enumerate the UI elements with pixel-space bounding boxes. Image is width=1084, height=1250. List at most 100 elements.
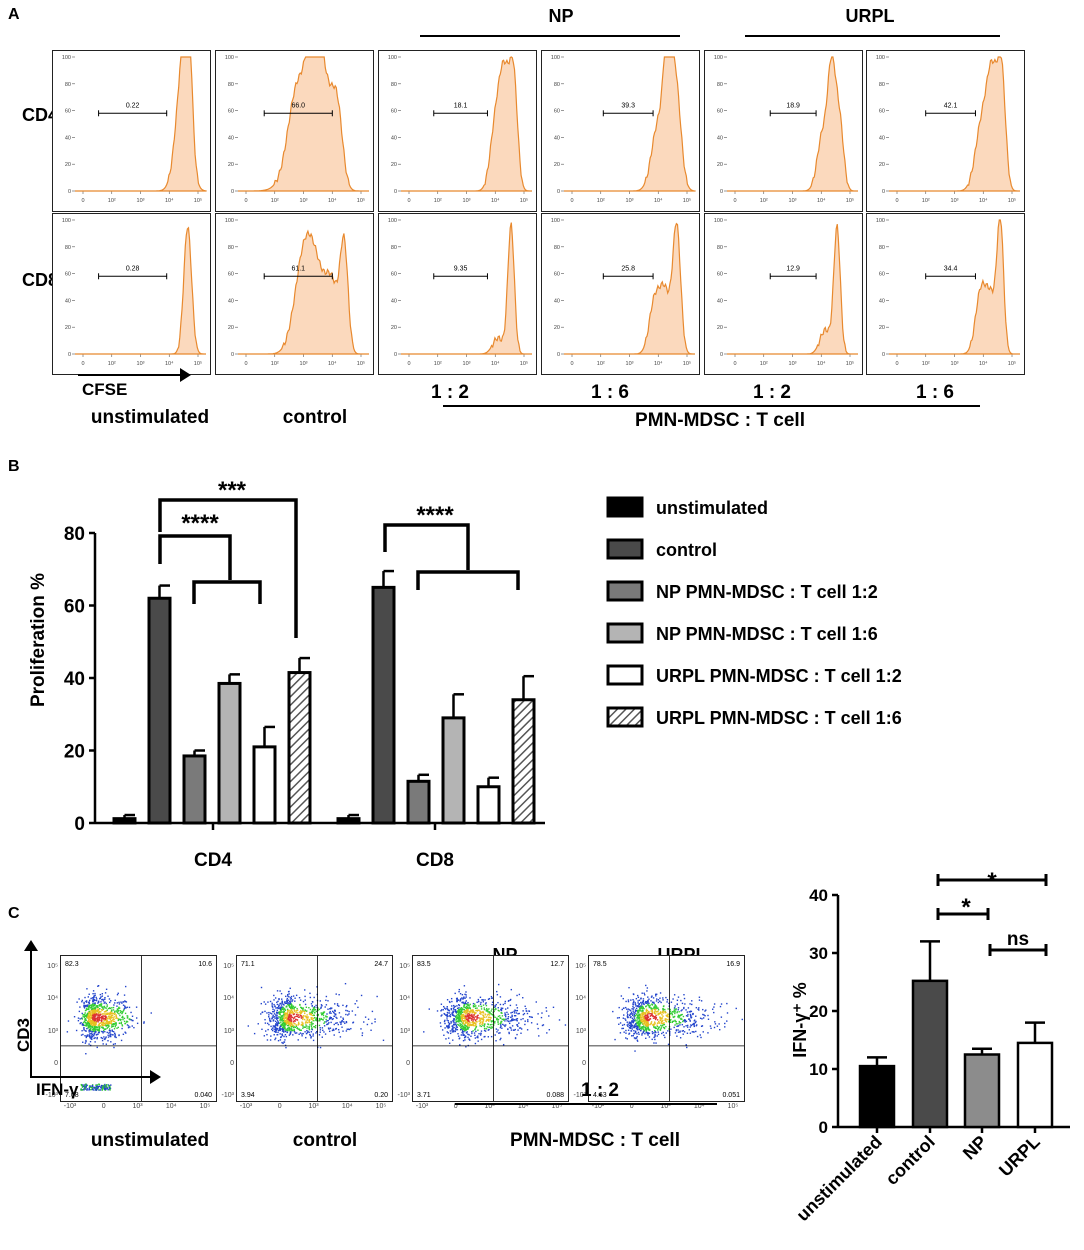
- quadrant-lr: 0.20: [374, 1092, 388, 1099]
- hist-x-tick: 10⁴: [165, 360, 174, 367]
- hist-y-tick: 40: [65, 298, 71, 304]
- hist-y-tick: 0: [882, 189, 885, 195]
- c-ratio-caption: PMN-MDSC : T cell: [510, 1130, 680, 1151]
- histogram-curve: [564, 222, 695, 355]
- histogram-cd8-5: 0 20 40 60 80 100 0 10² 10³ 10⁴ 10⁵ 12.9: [704, 213, 863, 375]
- scatter-x-tick: 10⁵: [375, 1103, 387, 1110]
- gate-value: 66.0: [291, 102, 305, 109]
- hist-y-tick: 100: [714, 218, 723, 224]
- hist-x-tick: 10⁵: [683, 197, 691, 204]
- bar-cd8-1: [336, 817, 361, 825]
- quadrant-ur: 10.6: [198, 961, 212, 968]
- hist-y-tick: 60: [717, 272, 723, 278]
- ratio-np-1-2: 1 : 2: [430, 382, 470, 403]
- c-ratio-line: [455, 1103, 717, 1105]
- hist-y-tick: 60: [65, 109, 71, 115]
- hist-x-tick: 10³: [626, 361, 634, 367]
- cfse-axis-label: CFSE: [82, 380, 128, 399]
- scatter-x-tick: 10⁴: [165, 1103, 177, 1110]
- quadrant-ll: 4.63: [593, 1092, 607, 1099]
- hist-x-tick: 0: [407, 361, 410, 367]
- hist-x-tick: 10²: [597, 198, 605, 204]
- hist-x-tick: 10⁴: [817, 360, 826, 367]
- category-label-cd4: CD4: [194, 850, 232, 871]
- bar-cd8-2: [371, 585, 396, 825]
- quadrant-lr: 0.040: [194, 1092, 212, 1099]
- scatter-x-tick: 10⁴: [517, 1103, 529, 1110]
- c-y-tick-label: 10: [809, 1060, 828, 1079]
- hist-y-tick: 20: [879, 162, 885, 168]
- c-y-tick-label: 40: [809, 886, 828, 905]
- hist-y-tick: 0: [557, 189, 560, 195]
- histogram-curve: [238, 229, 369, 355]
- bracket-cd4-urpl: [158, 498, 298, 638]
- hist-x-tick: 0: [733, 361, 736, 367]
- hist-x-tick: 10³: [137, 198, 145, 204]
- hist-y-tick: 40: [717, 298, 723, 304]
- histogram-cd4-1: 0 20 40 60 80 100 0 10² 10³ 10⁴ 10⁵ 0.22: [52, 50, 211, 212]
- hist-y-tick: 60: [554, 272, 560, 278]
- hist-x-tick: 10⁵: [1008, 360, 1016, 367]
- quadrant-ul: 82.3: [65, 961, 79, 968]
- ifng-x-label-unstimulated: unstimulated: [792, 1132, 885, 1225]
- bar-cd4-4: [217, 681, 242, 825]
- sig-c-control-urpl: *: [987, 868, 997, 895]
- hist-y-tick: 100: [225, 55, 234, 61]
- bar-cd4-6: [287, 671, 312, 825]
- hist-y-tick: 40: [554, 135, 560, 141]
- hist-y-tick: 0: [720, 352, 723, 358]
- scatter-y-tick: 0: [406, 1059, 410, 1067]
- hist-x-tick: 10⁵: [846, 360, 854, 367]
- legend-swatch-4: [606, 622, 644, 644]
- hist-x-tick: 10²: [597, 361, 605, 367]
- scatter-2: 71.1 24.7 3.94 0.20: [236, 955, 393, 1102]
- bar-cd4-1: [112, 817, 137, 825]
- hist-x-tick: 0: [81, 361, 84, 367]
- hist-y-tick: 20: [717, 325, 723, 331]
- b-y-tick-label: 20: [64, 742, 85, 763]
- quadrant-lr: 0.088: [546, 1092, 564, 1099]
- legend-label-6: URPL PMN-MDSC : T cell 1:6: [656, 708, 902, 728]
- ifng-chart: 0 10 20 30 40 IFN-γ⁺ % * * ns unstimulatedco…: [790, 868, 1070, 1225]
- panel-letter-b: B: [8, 458, 20, 475]
- histogram-cd4-5: 0 20 40 60 80 100 0 10² 10³ 10⁴ 10⁵ 18.9: [704, 50, 863, 212]
- hist-x-tick: 0: [407, 198, 410, 204]
- scatter-x-tick: 10⁴: [693, 1103, 705, 1110]
- gate-value: 34.4: [944, 265, 958, 272]
- hist-x-tick: 10⁵: [1008, 197, 1016, 204]
- scatter-y-tick: 10⁵: [47, 963, 58, 970]
- sig-c-control-np: *: [961, 894, 971, 921]
- hist-x-tick: 10²: [434, 361, 442, 367]
- hist-y-tick: 80: [228, 245, 234, 251]
- gate-value: 0.22: [126, 102, 140, 109]
- proliferation-y-label: Proliferation %: [28, 573, 49, 707]
- quadrant-lr: 0.051: [722, 1092, 740, 1099]
- histogram-curve: [75, 226, 206, 355]
- scatter-y-tick: 10⁴: [223, 995, 234, 1003]
- histogram-cd4-3: 0 20 40 60 80 100 0 10² 10³ 10⁴ 10⁵ 18.1: [378, 50, 537, 212]
- bar-cd4-3: [182, 754, 207, 825]
- hist-y-tick: 40: [554, 298, 560, 304]
- hist-x-tick: 10⁵: [520, 197, 528, 204]
- hist-x-tick: 0: [570, 361, 573, 367]
- urpl-group-label: URPL: [845, 6, 895, 26]
- hist-y-tick: 0: [68, 352, 71, 358]
- quadrant-ll: 3.71: [417, 1092, 431, 1099]
- histogram-curve: [75, 56, 207, 192]
- scatter-y-tick: 10⁴: [399, 995, 410, 1003]
- gate-value: 42.1: [944, 102, 958, 109]
- histogram-cd4-6: 0 20 40 60 80 100 0 10² 10³ 10⁴ 10⁵ 42.1: [866, 50, 1025, 212]
- hist-y-tick: 20: [391, 162, 397, 168]
- b-y-tick-label: 0: [74, 814, 85, 835]
- scatter-y-tick: 10³: [223, 1027, 234, 1035]
- hist-y-tick: 20: [717, 162, 723, 168]
- scatter-4: 78.5 16.9 4.63 0.051: [588, 955, 745, 1102]
- hist-x-tick: 10³: [300, 361, 308, 367]
- scatter-y-tick: -10³: [397, 1092, 410, 1099]
- hist-x-tick: 10⁵: [357, 360, 365, 367]
- cfse-arrow-head: [180, 368, 191, 382]
- quadrant-ll: 7.08: [65, 1092, 79, 1099]
- scatter-y-tick: 0: [230, 1059, 234, 1067]
- ifng-bar-unstimulated: [858, 1064, 896, 1129]
- hist-y-tick: 60: [391, 109, 397, 115]
